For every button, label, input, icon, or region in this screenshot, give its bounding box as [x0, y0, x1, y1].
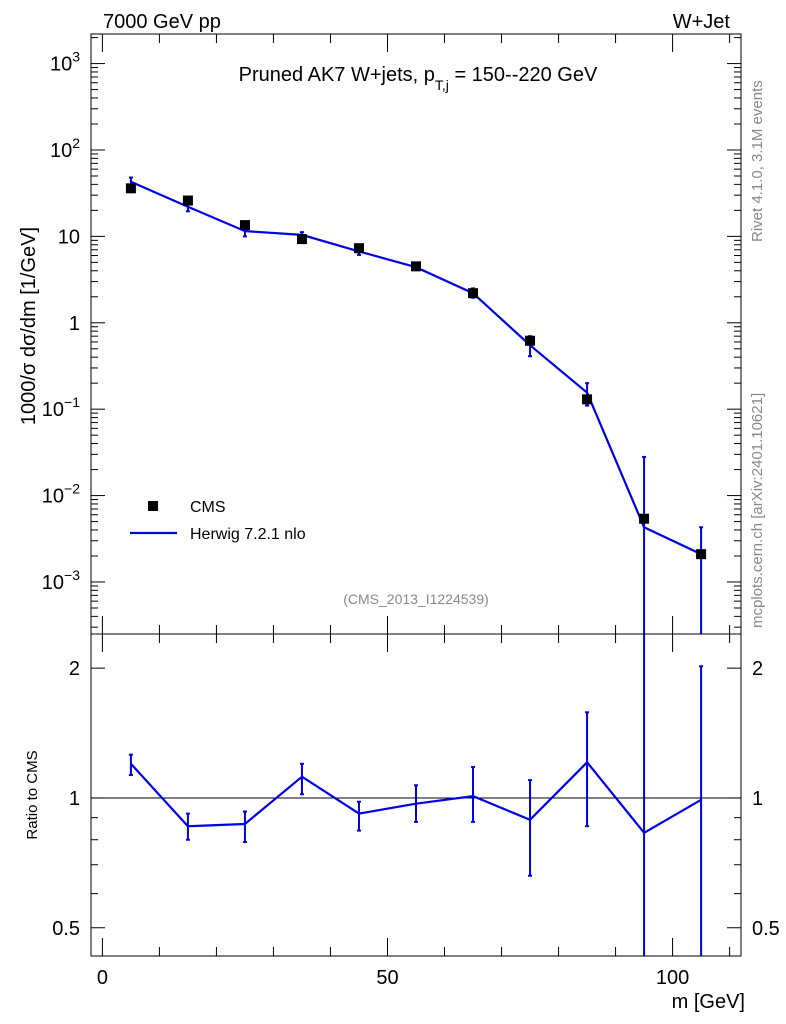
data-point — [696, 549, 707, 560]
main-title: Pruned AK7 W+jets, pT,j = 150--220 GeV — [239, 64, 598, 93]
legend-label-data: CMS — [190, 499, 226, 516]
y-tick-label: 10−1 — [42, 394, 80, 421]
y-tick-label: 10 — [58, 226, 80, 248]
ratio-y-tick-label: 0.5 — [752, 918, 780, 940]
main-y-axis-label: 1000/σ dσ/dm [1/GeV] — [18, 227, 40, 425]
legend-label-mc: Herwig 7.2.1 nlo — [190, 526, 306, 543]
ratio-y-tick-label: 1 — [69, 788, 80, 810]
rivet-label: Rivet 4.1.0, 3.1M events — [749, 80, 766, 242]
ratio-series-line — [130, 760, 702, 835]
ratio-y-tick-label: 0.5 — [52, 918, 80, 940]
data-point — [182, 195, 193, 206]
ratio-frame — [90, 633, 742, 957]
data-point — [468, 288, 479, 299]
legend-marker-data — [148, 501, 158, 511]
main-panel: Pruned AK7 W+jets, pT,j = 150--220 GeV 1… — [18, 33, 742, 635]
x-tick-label: 100 — [656, 967, 689, 989]
ratio-y-axis-label: Ratio to CMS — [24, 750, 41, 839]
data-markers — [125, 183, 707, 560]
ratio-error-bars — [128, 634, 704, 956]
ratio-y-tick-label: 2 — [752, 658, 763, 680]
mc-error-bars — [128, 176, 704, 634]
y-tick-label: 103 — [50, 49, 80, 76]
header-right-label: W+Jet — [673, 11, 731, 33]
data-point — [353, 243, 364, 254]
ratio-panel: Ratio to CMS 0.5 0.5 1 1 2 2 0 50 100 m [GeV] — [24, 633, 780, 1013]
y-tick-label: 102 — [50, 135, 80, 162]
y-tick-label: 10−2 — [42, 481, 80, 508]
mcplots-label: mcplots.cern.ch [arXiv:2401.10621] — [749, 393, 766, 628]
x-axis-label: m [GeV] — [672, 991, 745, 1013]
data-point — [296, 234, 307, 245]
ratio-x-ticks: 0 50 100 — [97, 634, 731, 989]
data-point — [239, 220, 250, 231]
data-point — [639, 513, 650, 524]
main-x-ticks — [101, 34, 731, 634]
analysis-id: (CMS_2013_I1224539) — [343, 591, 489, 607]
legend: CMS Herwig 7.2.1 nlo — [130, 499, 306, 543]
data-point — [411, 261, 421, 272]
data-point — [125, 183, 136, 194]
x-tick-label: 50 — [376, 967, 398, 989]
ratio-y-tick-label: 2 — [69, 658, 80, 680]
data-point — [582, 394, 593, 405]
y-tick-label: 10−3 — [42, 567, 80, 594]
y-tick-label: 1 — [69, 313, 80, 335]
ratio-y-ticks: 0.5 0.5 1 1 2 2 — [52, 658, 780, 940]
ratio-y-tick-label: 1 — [752, 788, 763, 810]
x-tick-label: 0 — [97, 967, 108, 989]
data-point — [525, 335, 536, 346]
header-left-label: 7000 GeV pp — [103, 11, 221, 33]
